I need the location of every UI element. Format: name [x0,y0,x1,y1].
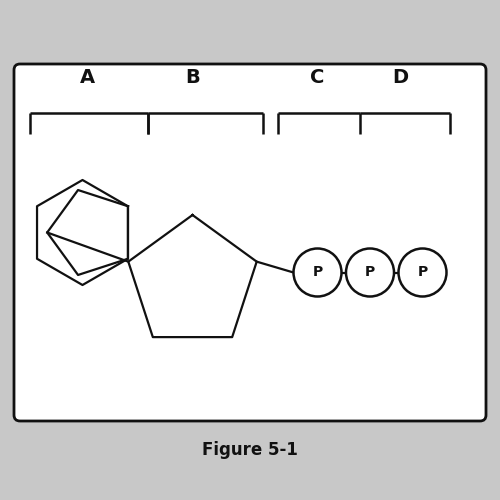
Text: P: P [418,266,428,280]
Text: Figure 5-1: Figure 5-1 [202,441,298,459]
Circle shape [294,248,342,296]
Text: D: D [392,68,408,87]
Circle shape [346,248,394,296]
Text: P: P [312,266,322,280]
FancyBboxPatch shape [14,64,486,421]
Text: C: C [310,68,324,87]
Text: P: P [365,266,375,280]
Text: A: A [80,68,95,87]
Circle shape [398,248,446,296]
Text: B: B [185,68,200,87]
